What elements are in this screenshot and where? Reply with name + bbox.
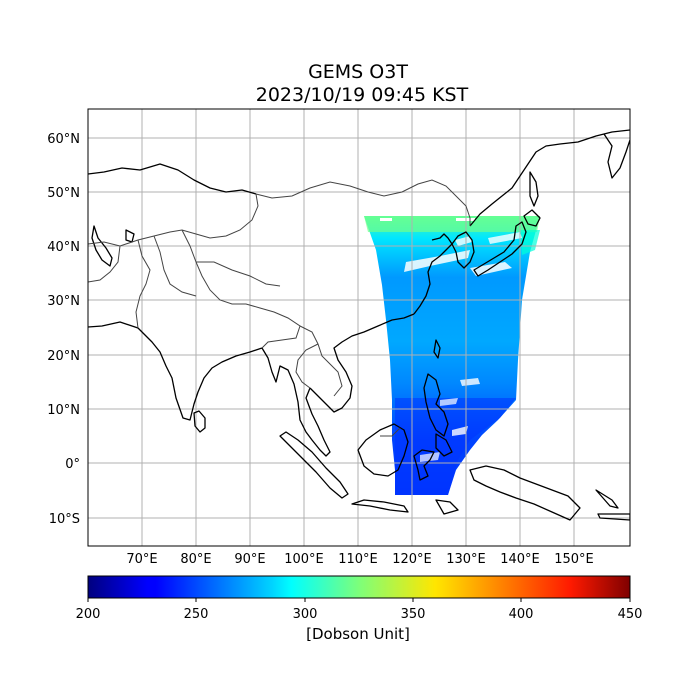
lon-label: 120°E [392, 552, 432, 567]
lon-label: 80°E [180, 552, 211, 567]
lat-label: 30°N [47, 294, 80, 309]
gridlines [88, 109, 630, 546]
latitude-labels: 60°N 50°N 40°N 30°N 20°N 10°N 0° 10°S [47, 132, 80, 527]
lat-label: 10°S [49, 512, 80, 527]
colorbar-tick-label: 250 [184, 607, 209, 622]
lat-label: 10°N [47, 403, 80, 418]
lon-label: 90°E [234, 552, 265, 567]
map-area[interactable] [88, 109, 630, 546]
lon-label: 130°E [446, 552, 486, 567]
country-borders [88, 179, 471, 437]
lat-label: 60°N [47, 132, 80, 147]
lon-label: 150°E [554, 552, 594, 567]
lon-label: 110°E [338, 552, 378, 567]
lon-label: 140°E [500, 552, 540, 567]
map-title-line1: GEMS O3T [308, 61, 408, 83]
coastlines [88, 129, 630, 521]
map-title-line2: 2023/10/19 09:45 KST [256, 84, 469, 106]
lat-label: 0° [65, 457, 80, 472]
lat-label: 40°N [47, 240, 80, 255]
colorbar-gradient [87, 575, 631, 599]
lat-label: 20°N [47, 349, 80, 364]
colorbar-tick-label: 450 [618, 607, 643, 622]
lon-label: 70°E [126, 552, 157, 567]
map-frame [87, 108, 631, 547]
colorbar-label: [Dobson Unit] [306, 625, 410, 643]
colorbar-tick-label: 350 [401, 607, 426, 622]
colorbar: 200 250 300 350 400 450 [Dobson Unit] [76, 575, 643, 643]
lat-label: 50°N [47, 186, 80, 201]
colorbar-tick-label: 400 [509, 607, 534, 622]
colorbar-tick-label: 300 [293, 607, 318, 622]
longitude-labels: 70°E 80°E 90°E 100°E 110°E 120°E 130°E 1… [126, 552, 593, 567]
lon-label: 100°E [284, 552, 324, 567]
colorbar-tick-label: 200 [76, 607, 101, 622]
